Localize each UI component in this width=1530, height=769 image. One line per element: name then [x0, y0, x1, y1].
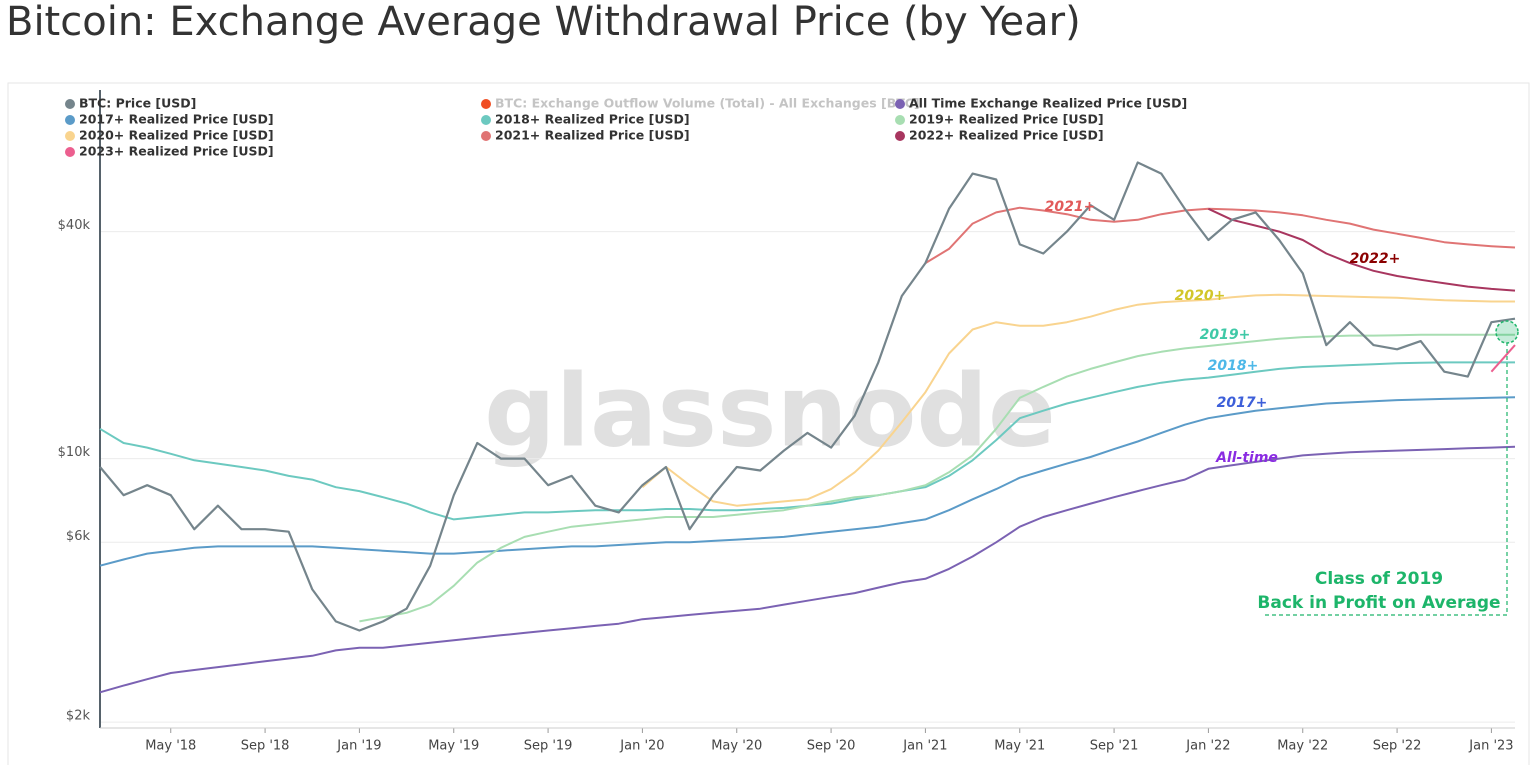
callout-text: Class of 2019 — [1315, 569, 1443, 589]
watermark: glassnode — [484, 352, 1056, 469]
series-line — [99, 161, 1516, 632]
series-annotation: 2018+ — [1208, 358, 1259, 374]
series-annotation: 2022+ — [1350, 251, 1401, 267]
x-tick-label: May '20 — [711, 739, 762, 754]
x-tick-label: May '21 — [994, 739, 1045, 754]
series-annotation: 2021+ — [1045, 199, 1096, 215]
series-line — [641, 293, 1515, 507]
legend-marker — [895, 131, 905, 141]
y-tick-label: $40k — [58, 218, 91, 233]
legend-marker — [65, 131, 75, 141]
x-tick-label: May '19 — [428, 739, 479, 754]
y-tick-label: $6k — [66, 529, 91, 544]
legend-label: 2018+ Realized Price [USD] — [495, 112, 690, 127]
legend-marker — [65, 99, 75, 109]
series-line — [1207, 207, 1516, 292]
x-tick-label: Sep '20 — [807, 739, 856, 754]
y-tick-label: $10k — [58, 445, 91, 460]
legend-marker — [481, 131, 491, 141]
series-annotation: 2019+ — [1200, 327, 1251, 343]
chart-title: Bitcoin: Exchange Average Withdrawal Pri… — [6, 0, 1081, 45]
chart-frame — [7, 82, 1530, 769]
x-tick-label: Jan '20 — [619, 739, 664, 754]
legend-label: 2023+ Realized Price [USD] — [79, 144, 274, 159]
series-line — [99, 445, 1516, 694]
series-annotation: 2017+ — [1217, 395, 1268, 411]
legend-marker — [65, 115, 75, 125]
legend-marker — [895, 99, 905, 109]
legend-label: BTC: Price [USD] — [79, 96, 196, 111]
legend-label: 2022+ Realized Price [USD] — [909, 128, 1104, 143]
series-line — [924, 206, 1516, 264]
legend-label: 2020+ Realized Price [USD] — [79, 128, 274, 143]
x-tick-label: May '22 — [1277, 739, 1328, 754]
legend-label: 2021+ Realized Price [USD] — [495, 128, 690, 143]
series-annotation: 2020+ — [1175, 288, 1226, 304]
legend-label: All Time Exchange Realized Price [USD] — [909, 96, 1187, 111]
x-tick-label: Jan '22 — [1185, 739, 1230, 754]
x-tick-label: Sep '22 — [1373, 739, 1422, 754]
legend-marker — [895, 115, 905, 125]
x-tick-label: Sep '21 — [1090, 739, 1139, 754]
legend-label: BTC: Exchange Outflow Volume (Total) - A… — [495, 96, 920, 111]
x-tick-label: Jan '19 — [336, 739, 381, 754]
y-tick-label: $2k — [66, 709, 91, 724]
callout-box — [1265, 343, 1508, 616]
callout-text: Back in Profit on Average — [1257, 593, 1500, 613]
x-tick-label: Jan '21 — [902, 739, 947, 754]
x-tick-label: May '18 — [145, 739, 196, 754]
x-tick-label: Sep '19 — [524, 739, 573, 754]
legend-label: 2019+ Realized Price [USD] — [909, 112, 1104, 127]
x-tick-label: Jan '23 — [1468, 739, 1513, 754]
series-line — [1490, 344, 1516, 373]
series-annotation: All-time — [1215, 450, 1278, 466]
legend-marker — [481, 99, 491, 109]
series-line — [99, 396, 1516, 567]
legend-label: 2017+ Realized Price [USD] — [79, 112, 274, 127]
legend-marker — [65, 147, 75, 157]
x-tick-label: Sep '18 — [241, 739, 290, 754]
legend-marker — [481, 115, 491, 125]
callout-circle — [1495, 320, 1519, 344]
